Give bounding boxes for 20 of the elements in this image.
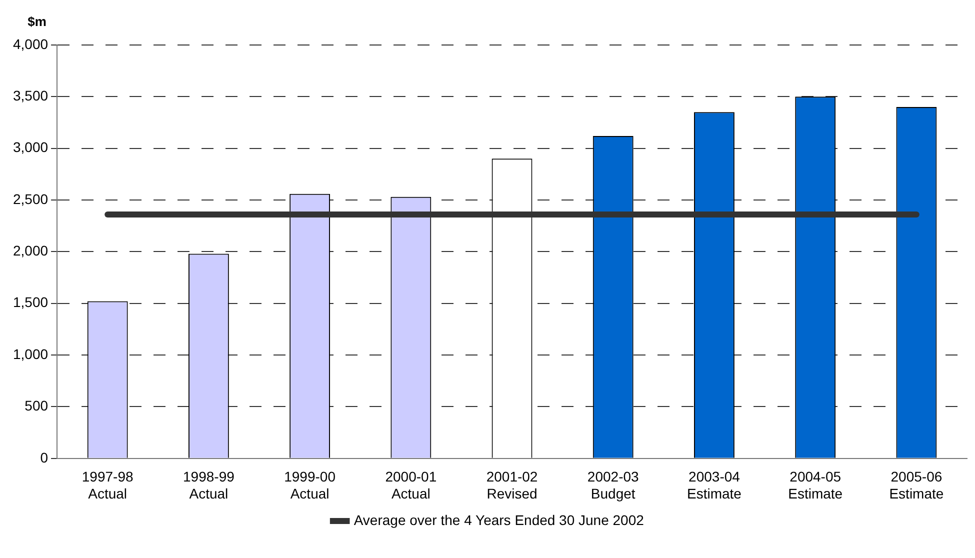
- y-tick-label: 0: [40, 449, 48, 466]
- x-tick-label: 2002-03 Budget: [587, 468, 640, 502]
- y-axis-title: $m: [28, 14, 46, 29]
- y-tick-label: 1,500: [12, 294, 48, 310]
- x-tick-label: 1997-98 Actual: [82, 468, 134, 502]
- y-tick-label: 1,000: [12, 346, 48, 362]
- y-tick-label: 4,000: [12, 36, 48, 52]
- x-tick-label: 1999-00 Actual: [284, 468, 336, 502]
- x-tick-label: 2001-02 Revised: [486, 468, 538, 502]
- x-tick-label: 2004-05 Estimate: [788, 468, 843, 502]
- y-tick-label: 500: [24, 398, 48, 414]
- x-tick-label: 1998-99 Actual: [183, 468, 235, 502]
- x-tick-label: 2003-04 Estimate: [686, 468, 742, 502]
- x-tick-label: 2000-01 Actual: [385, 468, 437, 502]
- y-tick-label: 2,500: [12, 190, 48, 207]
- y-tick-label: 2,000: [12, 242, 48, 259]
- legend-label: Average over the 4 Years Ended 30 June 2002: [354, 512, 644, 528]
- x-tick-label: 2005-06 Estimate: [889, 468, 944, 502]
- y-tick-label: 3,500: [12, 88, 48, 104]
- y-tick-label: 3,000: [12, 139, 48, 156]
